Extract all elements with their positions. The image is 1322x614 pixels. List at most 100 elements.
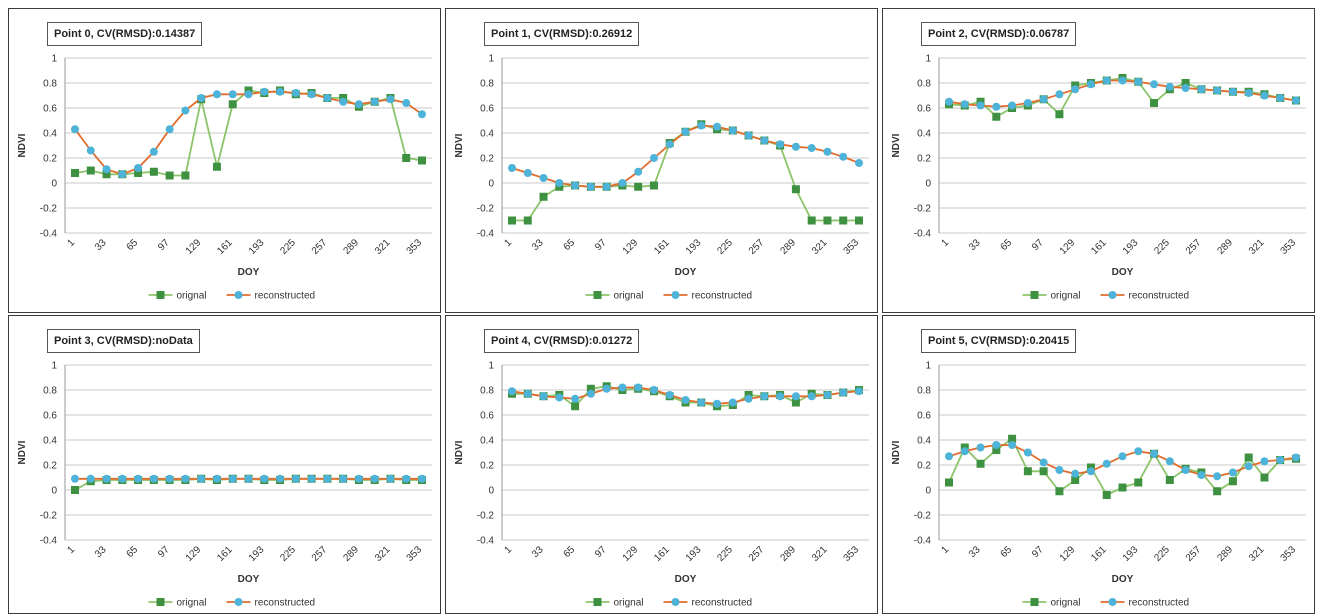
y-tick-label: 0.8 — [917, 386, 931, 397]
data-point — [523, 169, 532, 177]
x-tick-label: 129 — [621, 237, 641, 257]
y-axis-label: NDVI — [454, 440, 465, 464]
data-point — [1150, 449, 1159, 458]
x-tick-label: 65 — [125, 544, 141, 560]
y-tick-label: 1 — [488, 54, 494, 65]
gridlines — [65, 57, 432, 234]
data-point — [291, 474, 300, 483]
data-point — [776, 392, 785, 401]
data-point — [571, 394, 580, 403]
data-point — [86, 146, 95, 155]
legend-marker — [593, 598, 602, 606]
data-point — [1134, 447, 1143, 456]
x-axis-label: DOY — [1112, 267, 1134, 278]
data-point — [697, 121, 706, 130]
data-point — [945, 478, 953, 487]
data-point — [418, 110, 426, 119]
chart-title: Point 4, CV(RMSD):0.01272 — [484, 329, 640, 353]
series-orignal — [508, 120, 863, 225]
legend-label: orignal — [1051, 291, 1081, 302]
data-point — [807, 216, 816, 225]
data-point — [1260, 457, 1269, 466]
data-point — [418, 474, 426, 483]
chart-panel-point-1: -0.4 -0.2 0 0.2 0.4 0.6 0.8 1 1 33 65 97 129 161 193 22… — [445, 8, 878, 313]
x-tick-label: 257 — [310, 544, 330, 564]
legend-marker — [1108, 598, 1117, 606]
data-point — [618, 179, 627, 187]
data-point — [855, 159, 863, 167]
x-tick-label: 225 — [715, 544, 735, 564]
data-point — [370, 97, 379, 106]
chart-plot: -0.4 -0.2 0 0.2 0.4 0.6 0.8 1 1 33 65 97 129 161 193 22… — [17, 54, 432, 302]
chart-panel-point-4: -0.4 -0.2 0 0.2 0.4 0.6 0.8 1 1 33 65 97 129 161 193 22… — [445, 315, 878, 614]
data-point — [945, 97, 953, 106]
data-point — [728, 398, 737, 407]
y-tick-label: 0.8 — [917, 79, 931, 90]
gridlines — [939, 364, 1306, 541]
x-tick-label: 353 — [842, 544, 862, 564]
legend-marker — [234, 598, 243, 606]
data-point — [992, 441, 1001, 449]
y-axis-label: NDVI — [454, 133, 465, 157]
x-tick-label: 65 — [999, 237, 1015, 253]
y-tick-label: 0.2 — [480, 154, 494, 165]
data-point — [71, 169, 79, 177]
data-point — [86, 474, 95, 483]
data-point — [1134, 77, 1143, 86]
data-point — [1228, 87, 1237, 96]
chart-panel-point-2: -0.4 -0.2 0 0.2 0.4 0.6 0.8 1 1 33 65 97 129 161 193 22… — [882, 8, 1315, 313]
x-tick-label: 257 — [1184, 544, 1204, 564]
y-tick-label: 1 — [925, 361, 931, 372]
data-point — [1165, 457, 1174, 466]
y-tick-label: 0.8 — [480, 79, 494, 90]
series-reconstructed — [71, 87, 426, 179]
x-tick-label: 289 — [778, 237, 798, 257]
data-point — [323, 474, 332, 483]
series-line — [948, 444, 1297, 478]
data-point — [586, 389, 595, 398]
data-point — [197, 474, 206, 483]
data-point — [1039, 458, 1048, 467]
x-tick-label: 257 — [1184, 237, 1204, 257]
data-point — [1039, 467, 1048, 476]
y-tick-label: 0.6 — [43, 411, 57, 422]
data-point — [634, 167, 643, 176]
y-axis-label: NDVI — [891, 133, 902, 157]
legend: orignal reconstructed — [585, 598, 752, 609]
x-tick-label: 161 — [215, 237, 235, 257]
y-tick-label: -0.2 — [914, 204, 932, 215]
data-point — [1260, 473, 1269, 482]
data-point — [102, 474, 111, 483]
data-point — [71, 474, 79, 483]
x-axis-label: DOY — [675, 267, 697, 278]
y-tick-label: -0.2 — [477, 511, 495, 522]
data-point — [244, 90, 253, 99]
legend-label: orignal — [177, 598, 207, 609]
y-tick-label: -0.4 — [914, 536, 932, 547]
y-tick-label: -0.2 — [914, 511, 932, 522]
y-tick-label: 0.8 — [43, 386, 57, 397]
data-point — [1118, 452, 1127, 461]
data-point — [728, 126, 737, 135]
data-point — [760, 136, 769, 145]
data-point — [1086, 467, 1095, 476]
data-point — [839, 152, 848, 161]
data-point — [1165, 476, 1174, 484]
x-tick-label: 1 — [502, 237, 514, 249]
x-tick-label: 193 — [684, 544, 704, 564]
series-line — [512, 123, 859, 222]
y-tick-label: 0.2 — [917, 461, 931, 472]
chart-panel-point-5: -0.4 -0.2 0 0.2 0.4 0.6 0.8 1 1 33 65 97 129 161 193 22… — [882, 315, 1315, 614]
data-point — [134, 474, 143, 483]
data-point — [1165, 82, 1174, 91]
legend-label: orignal — [177, 291, 207, 302]
data-point — [307, 474, 316, 483]
data-point — [260, 87, 269, 96]
y-tick-label: 0.6 — [917, 104, 931, 115]
data-point — [945, 452, 953, 461]
chart-title: Point 3, CV(RMSD):noData — [47, 329, 200, 353]
y-tick-label: 0.8 — [43, 79, 57, 90]
data-point — [807, 144, 816, 152]
data-point — [760, 392, 769, 401]
data-point — [976, 459, 985, 468]
